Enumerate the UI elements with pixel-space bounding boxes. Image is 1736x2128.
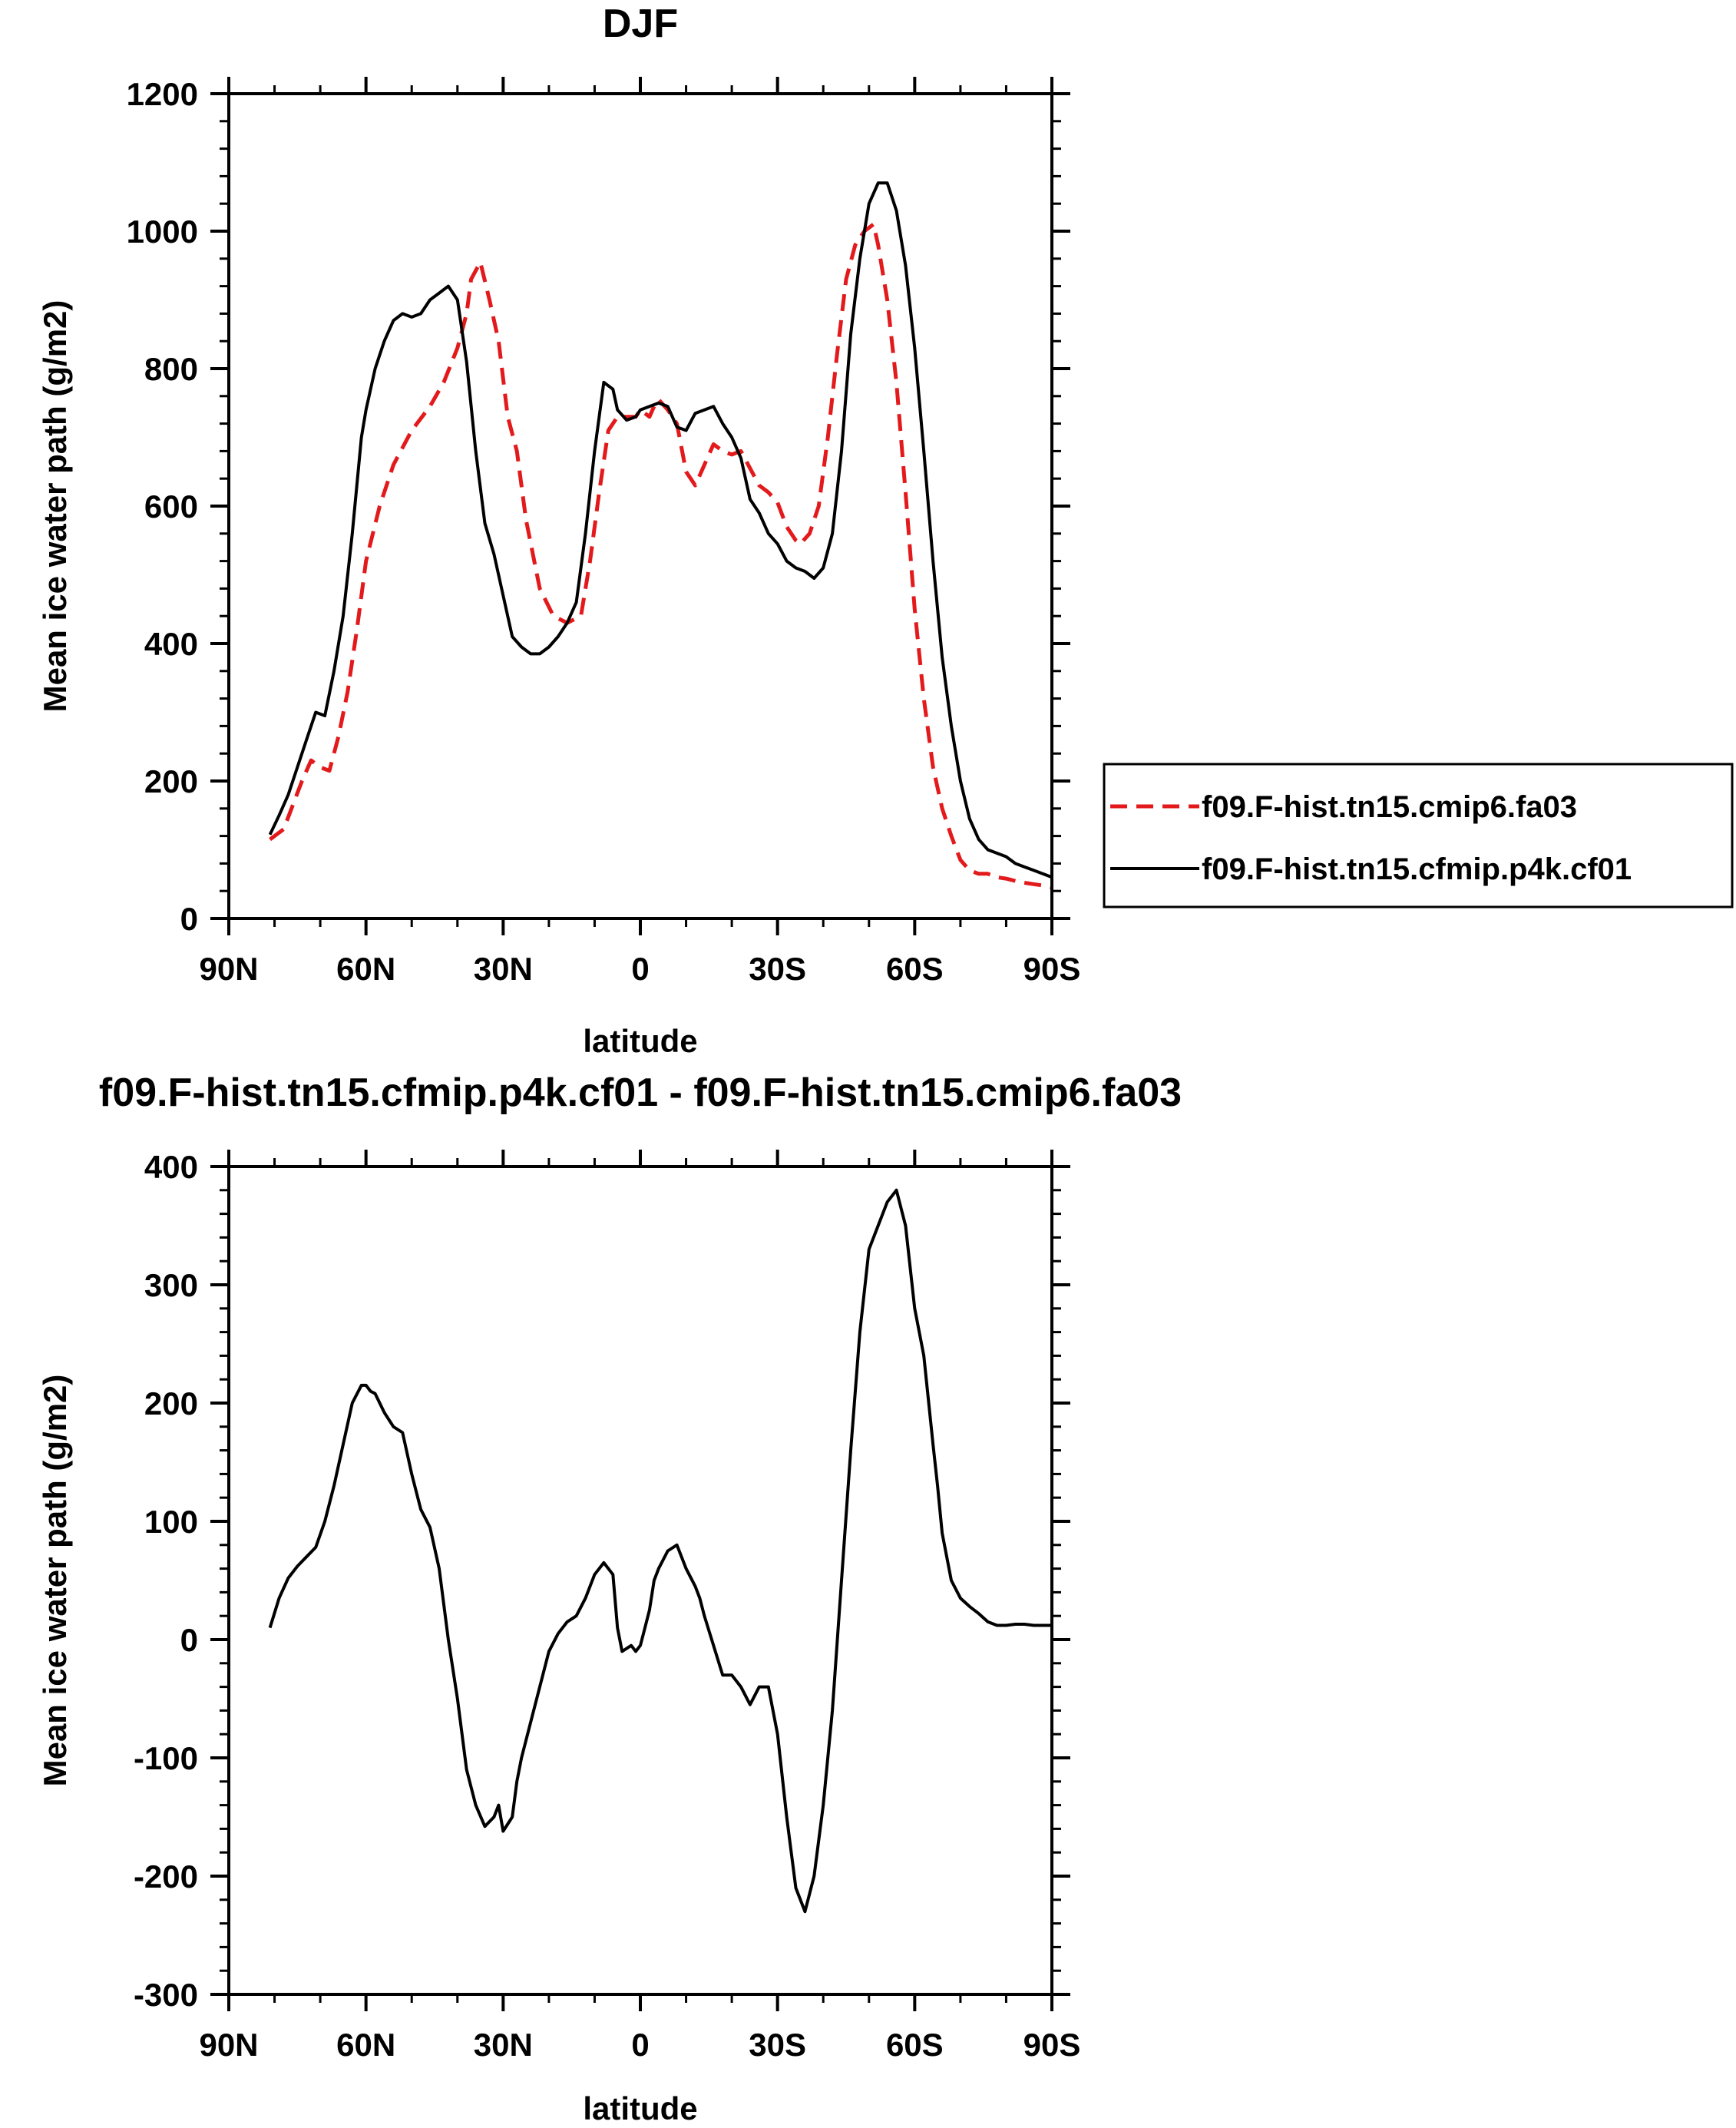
legend-label-series-2: f09.F-hist.tn15.cfmip.p4k.cf01: [1202, 852, 1632, 886]
top-ytick-label: 600: [144, 488, 198, 525]
bottom-chart-title: f09.F-hist.tn15.cfmip.p4k.cf01 - f09.F-h…: [99, 1071, 1182, 1115]
bottom-ytick-label: -300: [134, 1977, 198, 2013]
bottom-chart-xlabel: latitude: [583, 2090, 697, 2126]
bottom-ytick-label: 300: [144, 1267, 198, 1303]
bottom-chart-panel: f09.F-hist.tn15.cfmip.p4k.cf01 - f09.F-h…: [37, 1071, 1182, 2126]
bottom-chart-ylabel: Mean ice water path (g/m2): [37, 1375, 73, 1787]
top-chart-ylabel: Mean ice water path (g/m2): [37, 300, 73, 713]
bottom-ytick-label: 0: [180, 1622, 198, 1658]
top-xtick-label: 90N: [199, 951, 258, 987]
top-chart-axes: 90N 60N 30N 0 30S 60S 90S 0 200 400 600 800 1000 1200: [127, 76, 1081, 987]
bottom-ytick-label: 400: [144, 1149, 198, 1185]
top-ytick-label: 1200: [127, 76, 198, 112]
top-xtick-label: 60N: [336, 951, 395, 987]
top-chart-title: DJF: [603, 2, 678, 46]
top-xtick-label: 30N: [474, 951, 533, 987]
bottom-xtick-label: 30S: [749, 2027, 806, 2063]
top-xtick-label: 30S: [749, 951, 806, 987]
bottom-xtick-label: 90N: [199, 2027, 258, 2063]
legend-box: [1103, 763, 1734, 908]
bottom-ytick-label: 100: [144, 1504, 198, 1540]
top-chart-xlabel: latitude: [583, 1023, 697, 1059]
top-xtick-label: 0: [631, 951, 649, 987]
top-series-line-2: [268, 181, 1053, 879]
top-ytick-label: 400: [144, 626, 198, 662]
bottom-series-line-1: [268, 1188, 1052, 1914]
top-ytick-label: 0: [180, 901, 198, 937]
top-chart-series-group: [268, 181, 1053, 890]
legend-label-series-1: f09.F-hist.tn15.cmip6.fa03: [1202, 790, 1577, 824]
bottom-chart-series-group: [268, 1188, 1052, 1914]
top-series-line-1: [269, 222, 1053, 890]
bottom-xtick-label: 60S: [886, 2027, 944, 2063]
bottom-xtick-label: 90S: [1023, 2027, 1081, 2063]
bottom-ytick-label: -200: [134, 1858, 198, 1895]
bottom-xtick-label: 30N: [474, 2027, 533, 2063]
top-chart-panel: DJF 90N 60N 30N 0 30S 60S 90S 0 200 400 600 800 1000…: [37, 2, 1734, 1059]
top-ytick-label: 800: [144, 351, 198, 387]
bottom-xtick-label: 60N: [336, 2027, 395, 2063]
top-chart-legend: f09.F-hist.tn15.cmip6.fa03 f09.F-hist.tn…: [1103, 763, 1734, 908]
top-ytick-label: 1000: [127, 213, 198, 250]
top-xtick-label: 60S: [886, 951, 944, 987]
bottom-xtick-label: 0: [631, 2027, 649, 2063]
bottom-ytick-label: 200: [144, 1385, 198, 1421]
bottom-ytick-label: -100: [134, 1740, 198, 1776]
top-xtick-label: 90S: [1023, 951, 1081, 987]
bottom-chart-axes: 90N 60N 30N 0 30S 60S 90S -300 -200 -100 0 100 200 30…: [134, 1149, 1080, 2063]
bottom-chart-frame: [227, 1165, 1053, 1996]
top-ytick-label: 200: [144, 763, 198, 799]
